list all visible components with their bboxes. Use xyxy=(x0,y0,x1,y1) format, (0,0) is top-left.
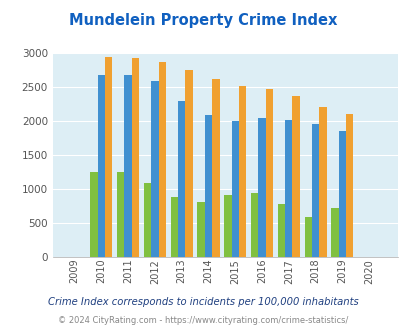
Bar xyxy=(117,172,124,257)
Bar xyxy=(98,75,105,257)
Bar xyxy=(238,86,246,257)
Bar xyxy=(177,101,185,257)
Bar xyxy=(265,89,273,257)
Bar xyxy=(250,193,258,257)
Bar xyxy=(170,197,177,257)
Bar xyxy=(143,183,151,257)
Bar xyxy=(224,195,231,257)
Bar xyxy=(90,172,98,257)
Bar xyxy=(158,62,166,257)
Bar xyxy=(231,121,238,257)
Bar xyxy=(151,81,158,257)
Text: Crime Index corresponds to incidents per 100,000 inhabitants: Crime Index corresponds to incidents per… xyxy=(47,297,358,307)
Bar xyxy=(304,217,311,257)
Text: Mundelein Property Crime Index: Mundelein Property Crime Index xyxy=(68,13,337,28)
Text: © 2024 CityRating.com - https://www.cityrating.com/crime-statistics/: © 2024 CityRating.com - https://www.city… xyxy=(58,316,347,325)
Bar xyxy=(185,70,192,257)
Bar xyxy=(132,58,139,257)
Bar xyxy=(204,115,212,257)
Bar xyxy=(292,96,299,257)
Bar xyxy=(212,80,219,257)
Bar xyxy=(330,208,338,257)
Bar xyxy=(124,75,132,257)
Bar xyxy=(318,107,326,257)
Bar xyxy=(197,202,204,257)
Bar xyxy=(311,124,318,257)
Bar xyxy=(258,117,265,257)
Bar xyxy=(345,114,352,257)
Bar xyxy=(284,120,292,257)
Bar xyxy=(105,57,112,257)
Bar xyxy=(338,131,345,257)
Bar xyxy=(277,204,284,257)
